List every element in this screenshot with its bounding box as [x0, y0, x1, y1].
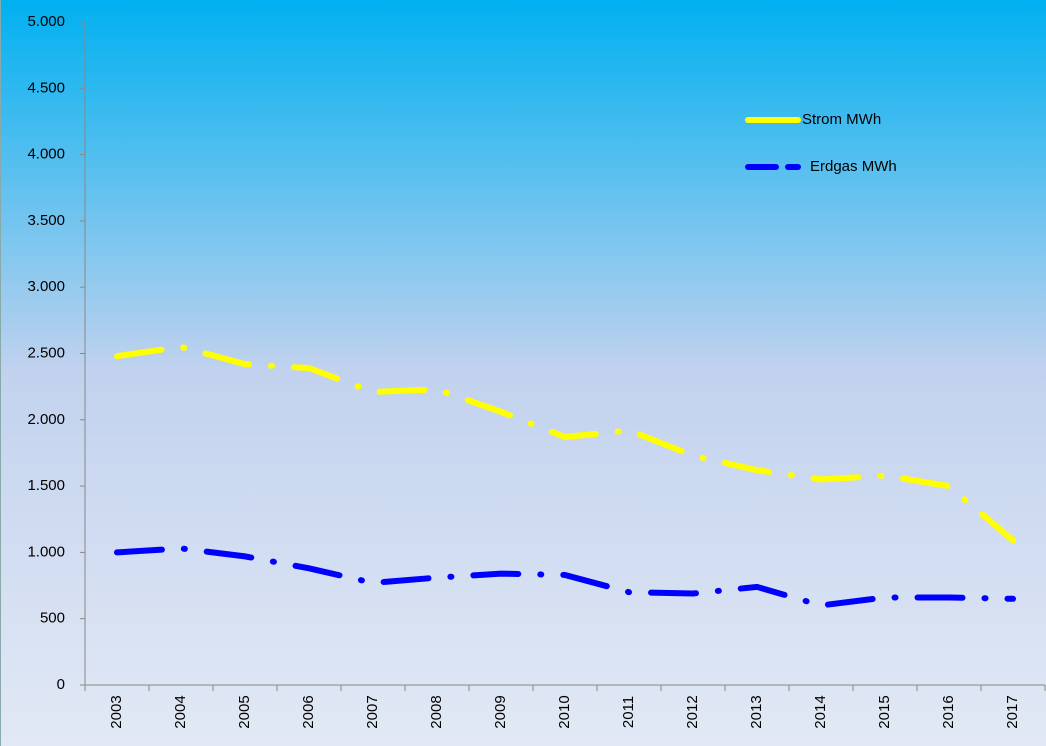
y-tick-label: 1.000	[27, 543, 65, 560]
y-tick-label: 5.000	[27, 13, 65, 30]
x-tick-label: 2017	[1004, 695, 1021, 728]
y-tick-label: 0	[57, 676, 65, 693]
series-line	[114, 343, 1016, 544]
x-tick-label: 2011	[620, 696, 637, 728]
x-tick-label: 2013	[748, 695, 765, 728]
y-tick-label: 2.500	[27, 344, 65, 361]
x-tick-label: 2008	[428, 695, 445, 728]
x-tick-label: 2012	[684, 695, 701, 728]
x-tick-label: 2010	[556, 695, 573, 728]
y-tick-label: 500	[40, 610, 65, 627]
x-tick-label: 2003	[108, 695, 125, 728]
y-tick-label: 4.000	[27, 146, 65, 163]
x-tick-label: 2005	[236, 695, 253, 728]
legend-label: Erdgas MWh	[810, 158, 897, 175]
x-tick-label: 2006	[300, 695, 317, 728]
y-tick-label: 3.000	[27, 278, 65, 295]
x-tick-label: 2007	[364, 695, 381, 728]
y-tick-label: 4.500	[27, 79, 65, 96]
x-tick-label: 2009	[492, 695, 509, 728]
series-line	[114, 545, 1016, 609]
legend-label: Strom MWh	[802, 111, 881, 128]
x-tick-label: 2014	[812, 695, 829, 728]
x-tick-label: 2004	[172, 695, 189, 728]
y-tick-label: 2.000	[27, 411, 65, 428]
x-tick-label: 2015	[876, 695, 893, 728]
y-tick-label: 3.500	[27, 212, 65, 229]
y-tick-label: 1.500	[27, 477, 65, 494]
x-tick-label: 2016	[940, 695, 957, 728]
